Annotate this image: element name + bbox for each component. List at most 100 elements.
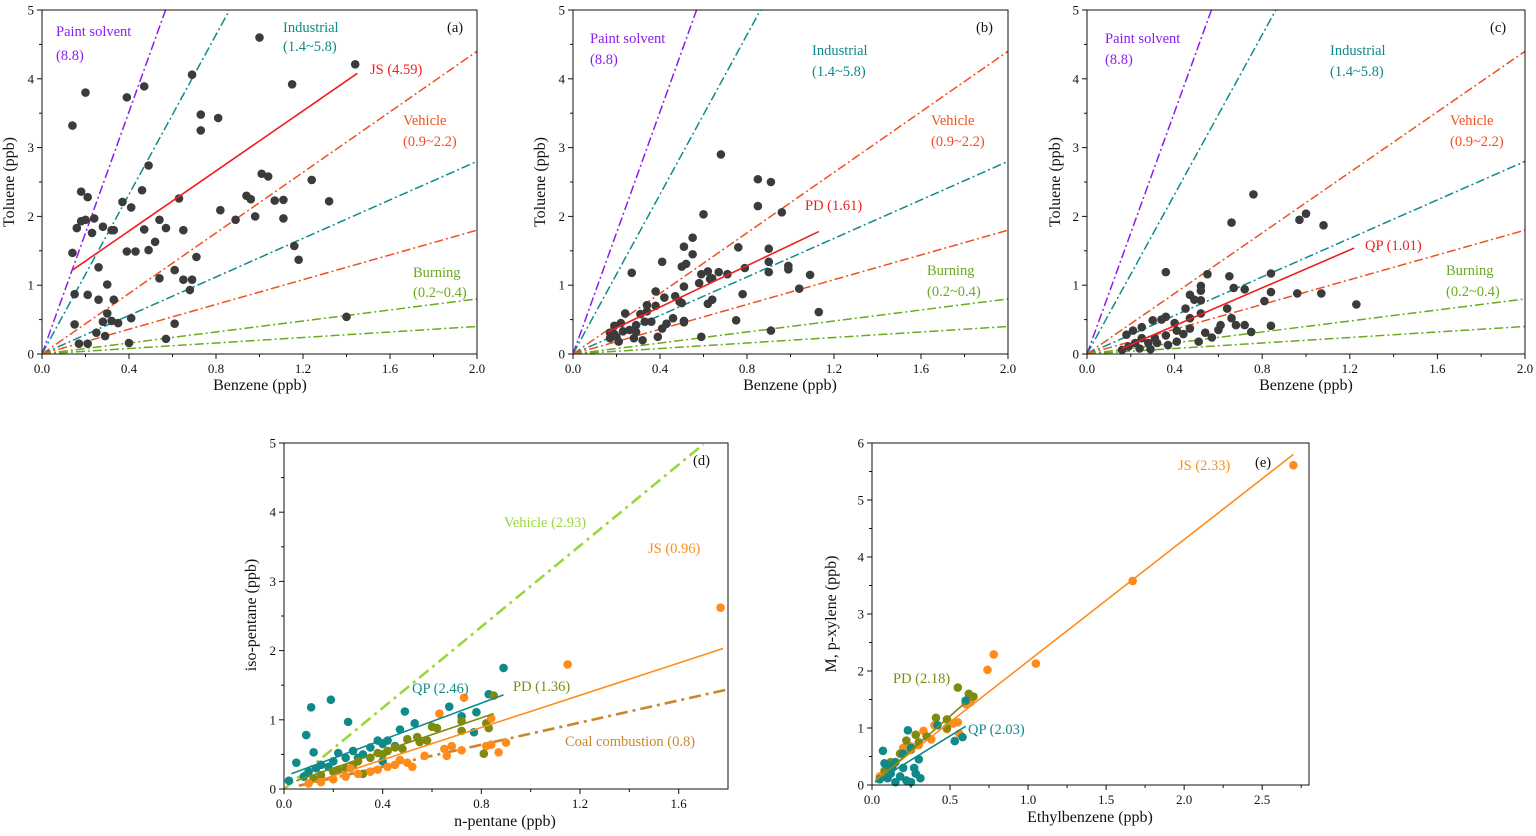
data-point [100,331,110,341]
annotation-label: QP (2.03) [968,722,1025,738]
data-point-QP [499,663,508,673]
annotation-label: (0.2~0.4) [413,285,467,301]
data-point [1222,304,1232,313]
data-point [657,257,667,267]
data-point [98,317,108,326]
reference-line-industrial [42,160,477,354]
data-point [625,325,634,335]
data-point [697,269,706,279]
data-point [1214,325,1223,335]
data-point-QP [306,703,316,712]
data-point-PD [403,734,412,744]
data-point [814,307,824,317]
data-point-QP [880,759,889,768]
fit-line-fit [1121,247,1355,350]
data-point [98,222,108,232]
annotation-label: QP (2.46) [412,681,469,697]
data-point [1179,329,1188,339]
data-point [307,175,317,185]
data-point [161,223,171,233]
annotation-label: QP (1.01) [1365,238,1422,254]
reference-line-paint [1087,10,1213,354]
data-point [1200,328,1210,337]
y-tick-label: 6 [858,436,865,451]
annotation-label: Vehicle [1450,113,1493,129]
data-point [1128,326,1138,335]
y-tick-label: 2 [858,664,865,679]
data-point [1163,340,1173,350]
x-tick-label: 1.6 [913,361,930,376]
data-point [257,169,266,179]
data-point-QP [472,707,481,717]
data-point-JS [440,744,449,754]
panel-c: 0.0 0.4 0.8 1.2 1.6 2.0 0 1 2 3 4 5 Benzene (ppb) Tol… [1047,3,1533,395]
x-tick-label: 0.8 [1254,361,1270,376]
data-point [109,225,119,235]
annotation-label: Industrial [283,20,339,36]
y-tick-label: 2 [559,209,566,224]
data-point [290,241,299,251]
data-point [68,248,77,258]
data-point-QP [911,769,920,778]
y-tick-label: 3 [28,140,35,155]
data-point [174,194,184,203]
data-point-JS [983,665,992,675]
data-point [1227,218,1236,227]
x-tick-label: 1.2 [572,796,588,811]
y-tick-label: 2 [28,209,35,224]
reference-line-vehicle [573,229,1008,354]
y-tick-label: 3 [858,607,865,622]
y-axis-title: M, p-xylene (ppb) [823,556,840,673]
data-point [324,196,334,206]
y-tick-label: 3 [1073,140,1080,155]
data-point-JS [481,741,491,751]
y-tick-label: 0 [270,782,277,797]
annotation-label: (0.2~0.4) [1446,284,1500,300]
data-point [126,313,136,323]
data-point-QP [309,748,318,757]
annotation-label: Coal combustion (0.8) [565,734,695,750]
y-tick-label: 0 [559,347,566,362]
data-point [94,263,103,272]
data-point [196,126,206,135]
data-point [734,243,743,252]
data-point [185,285,195,295]
data-point-QP [950,736,960,746]
data-point-JS [716,603,725,612]
data-point [246,194,256,204]
data-point [131,247,140,256]
fit-line-QP [874,725,967,783]
reference-line-industrial [1087,160,1525,354]
data-point [150,237,160,247]
x-tick-label: 0.0 [1079,361,1095,376]
data-point [350,60,360,69]
data-point [70,320,79,329]
annotation-label: (1.4~5.8) [812,64,866,80]
data-point [1122,330,1131,340]
data-point-QP [961,696,970,705]
data-point [1196,286,1206,296]
fit-line-fit [607,230,820,333]
data-point-QP [395,725,405,734]
y-tick-label: 5 [858,493,865,508]
x-axis-title: Ethylbenzene (ppb) [1027,809,1153,826]
x-axis-title: Benzene (ppb) [213,377,307,394]
y-tick-label: 2 [270,643,277,658]
data-point-QP [301,730,311,740]
reference-line-burning [1087,325,1525,354]
y-tick-label: 1 [270,712,277,727]
data-point-JS [373,765,383,774]
reference-line-burning [573,325,1008,354]
data-point-PD [479,749,489,759]
data-point [187,70,197,79]
data-point-PD [432,723,442,733]
data-point [1246,327,1256,337]
data-point [196,110,206,119]
x-tick-label: 0.5 [942,792,958,807]
annotation-label: Paint solvent [590,31,665,47]
fit-line-JS [303,647,724,787]
x-tick-label: 2.0 [469,361,485,376]
panel-e: 0.0 0.5 1.0 1.5 2.0 2.5 0 1 2 3 4 5 6 Ethylbenzene (p… [823,436,1310,826]
x-tick-label: 1.6 [671,796,688,811]
annotation-label: Industrial [1330,43,1386,59]
